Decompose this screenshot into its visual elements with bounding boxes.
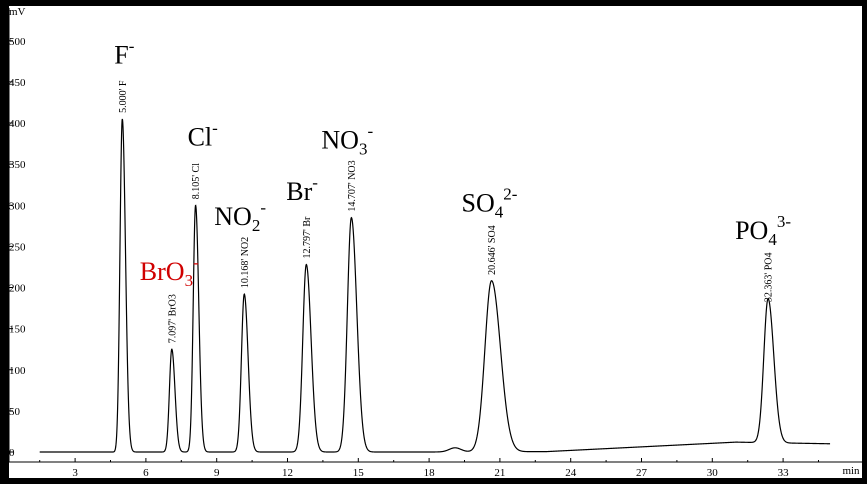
ion-label-1: BrO3- [140, 253, 199, 290]
y-tick-label: 300 [9, 200, 26, 212]
ion-label-5: NO3- [321, 121, 373, 158]
ion-label-7: PO43- [735, 212, 791, 249]
x-tick-label: 6 [143, 467, 149, 479]
peak-label-4: 12.797' Br [302, 216, 313, 258]
y-tick-label: 150 [9, 324, 26, 336]
y-axis-label: mV [9, 6, 26, 18]
ion-label-4: Br- [286, 173, 318, 206]
y-tick-label: 400 [9, 118, 26, 130]
ion-label-0: F- [114, 36, 134, 69]
x-tick-label: 27 [636, 467, 648, 479]
x-tick-label: 24 [565, 467, 577, 479]
ion-label-6: SO42- [462, 185, 518, 222]
x-tick-label: 18 [424, 467, 436, 479]
peak-label-7: 32.363' PO4 [764, 252, 775, 302]
peak-label-3: 10.168' NO2 [240, 237, 251, 288]
x-tick-label: 33 [778, 467, 790, 479]
peak-label-2: 8.105' Cl [191, 163, 202, 199]
peak-label-1: 7.097' BrO3 [167, 294, 178, 343]
y-tick-label: 450 [9, 77, 26, 89]
x-tick-label: 3 [72, 467, 78, 479]
ion-label-3: NO2- [214, 198, 266, 235]
peak-label-5: 14.707' NO3 [347, 160, 358, 211]
x-tick-label: 15 [353, 467, 365, 479]
x-tick-label: 21 [494, 467, 505, 479]
x-tick-label: 30 [707, 467, 719, 479]
peak-label-6: 20.646' SO4 [487, 225, 498, 275]
y-tick-label: 500 [9, 36, 26, 48]
y-tick-label: 100 [9, 365, 26, 377]
y-tick-label: 250 [9, 241, 26, 253]
chromatogram-trace [39, 118, 831, 453]
y-tick-label: 200 [9, 283, 26, 295]
x-axis-label: min [842, 465, 860, 477]
y-tick-label: 0 [9, 447, 15, 459]
y-tick-label: 350 [9, 159, 26, 171]
y-tick-label: 50 [9, 406, 21, 418]
x-tick-label: 12 [282, 467, 293, 479]
ion-label-2: Cl- [188, 118, 219, 151]
plot-area [9, 6, 862, 478]
x-tick-label: 9 [214, 467, 220, 479]
peak-label-0: 5.000' F [118, 80, 129, 113]
